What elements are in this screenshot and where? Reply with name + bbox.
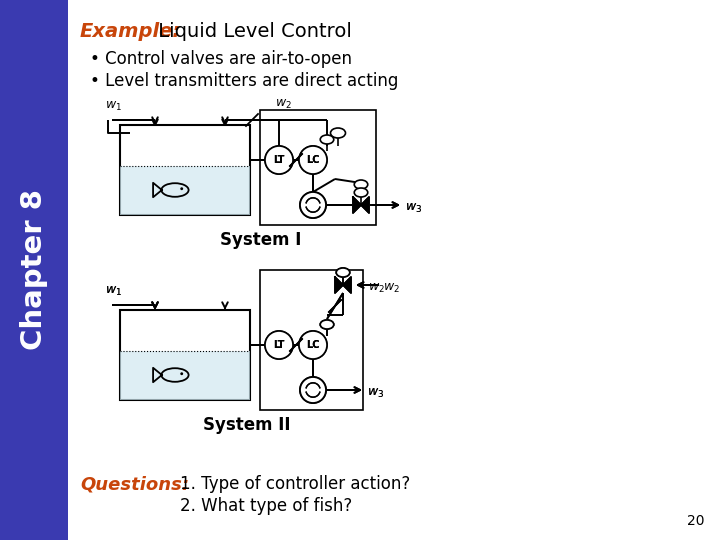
Text: System II: System II xyxy=(203,416,290,434)
Text: System I: System I xyxy=(220,231,301,249)
Bar xyxy=(260,270,363,410)
Text: $w_1$: $w_1$ xyxy=(105,285,122,298)
Circle shape xyxy=(265,146,293,174)
Text: LT: LT xyxy=(274,340,284,350)
Ellipse shape xyxy=(320,320,334,329)
Polygon shape xyxy=(335,277,351,293)
Ellipse shape xyxy=(354,180,368,189)
Circle shape xyxy=(180,372,183,375)
Circle shape xyxy=(265,146,293,174)
Polygon shape xyxy=(353,197,369,213)
Text: Liquid Level Control: Liquid Level Control xyxy=(152,22,352,41)
Text: Example:: Example: xyxy=(80,22,181,41)
Text: $w_3$: $w_3$ xyxy=(367,387,384,400)
Circle shape xyxy=(299,146,327,174)
Text: $w_2$: $w_2$ xyxy=(275,98,292,111)
Text: Questions:: Questions: xyxy=(80,475,189,493)
Circle shape xyxy=(299,331,327,359)
Text: LC: LC xyxy=(306,155,320,165)
Circle shape xyxy=(265,331,293,359)
Bar xyxy=(120,350,250,400)
Text: LC: LC xyxy=(306,340,320,350)
Ellipse shape xyxy=(320,135,334,144)
Ellipse shape xyxy=(354,188,368,197)
Bar xyxy=(120,165,250,215)
Circle shape xyxy=(265,331,293,359)
Text: $w_2$: $w_2$ xyxy=(383,281,400,294)
Circle shape xyxy=(300,377,326,403)
Ellipse shape xyxy=(336,268,350,277)
Text: $w_2$: $w_2$ xyxy=(368,281,384,294)
Text: LC: LC xyxy=(306,155,320,165)
Circle shape xyxy=(300,377,326,403)
Text: 2. What type of fish?: 2. What type of fish? xyxy=(180,497,352,515)
Bar xyxy=(120,125,250,215)
Text: • Control valves are air-to-open: • Control valves are air-to-open xyxy=(90,50,352,68)
Text: $w_1$: $w_1$ xyxy=(105,100,122,113)
Text: • Level transmitters are direct acting: • Level transmitters are direct acting xyxy=(90,72,398,90)
Text: 20: 20 xyxy=(688,514,705,528)
Bar xyxy=(0,0,68,540)
Text: LC: LC xyxy=(306,340,320,350)
Text: $w_3$: $w_3$ xyxy=(405,201,422,214)
Text: LT: LT xyxy=(274,340,284,350)
Text: $w_3$: $w_3$ xyxy=(405,201,422,214)
Ellipse shape xyxy=(320,320,334,329)
Text: 1. Type of controller action?: 1. Type of controller action? xyxy=(180,475,410,493)
Circle shape xyxy=(300,192,326,218)
Text: $w_1$: $w_1$ xyxy=(105,285,122,298)
Ellipse shape xyxy=(330,128,346,138)
Circle shape xyxy=(180,187,183,190)
Circle shape xyxy=(299,331,327,359)
Bar xyxy=(260,110,376,225)
Text: LT: LT xyxy=(274,155,284,165)
Circle shape xyxy=(299,146,327,174)
Bar xyxy=(120,310,250,400)
Circle shape xyxy=(300,192,326,218)
Text: LT: LT xyxy=(274,155,284,165)
Text: $w_3$: $w_3$ xyxy=(367,387,384,400)
Ellipse shape xyxy=(336,268,350,277)
Text: Chapter 8: Chapter 8 xyxy=(20,190,48,350)
Polygon shape xyxy=(353,197,369,213)
Polygon shape xyxy=(335,277,351,293)
